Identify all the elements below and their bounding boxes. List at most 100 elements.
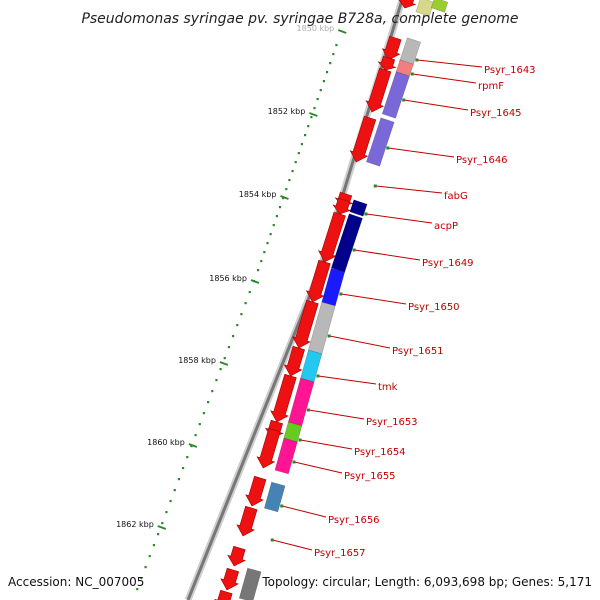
cds-arrow bbox=[236, 505, 258, 537]
ruler-dot bbox=[297, 152, 300, 155]
ruler-dot bbox=[291, 170, 294, 173]
ruler-dot bbox=[190, 445, 193, 448]
cds-arrow bbox=[245, 475, 267, 507]
label-leader-line bbox=[375, 185, 443, 194]
gene-label[interactable]: Psyr_1653 bbox=[366, 417, 418, 428]
feature-tick bbox=[386, 146, 390, 150]
partial-feature bbox=[430, 0, 449, 13]
ruler-dot bbox=[294, 161, 297, 164]
ruler-dot bbox=[288, 179, 291, 182]
feature-tick bbox=[298, 438, 302, 442]
scale-tick bbox=[157, 525, 167, 530]
label-leader-line bbox=[417, 59, 483, 68]
cds-arrow bbox=[365, 67, 392, 113]
ruler-dot bbox=[316, 98, 319, 101]
gene-label[interactable]: rpmF bbox=[478, 81, 504, 92]
ruler-dot bbox=[304, 134, 307, 137]
gene-box bbox=[263, 481, 286, 513]
genome-backbone bbox=[184, 0, 406, 600]
feature-tick bbox=[327, 334, 331, 338]
label-leader-line bbox=[272, 539, 313, 551]
ruler-dot bbox=[319, 89, 322, 92]
ruler-dot bbox=[329, 62, 332, 65]
ruler-dot bbox=[335, 44, 338, 47]
gene-label[interactable]: tmk bbox=[378, 382, 398, 393]
scale-label: 1862 kbp bbox=[116, 520, 154, 529]
gene-box bbox=[381, 71, 410, 119]
gene-label[interactable]: Psyr_1651 bbox=[392, 346, 444, 357]
ruler-dot bbox=[161, 522, 164, 525]
ruler-dot bbox=[177, 478, 181, 481]
cds-arrow bbox=[292, 299, 319, 349]
gene-label[interactable]: Psyr_1654 bbox=[354, 447, 406, 458]
genome-summary-text: Topology: circular; Length: 6,093,698 bp… bbox=[261, 575, 592, 589]
scale-label: 1856 kbp bbox=[209, 274, 247, 283]
gene-label[interactable]: Psyr_1655 bbox=[344, 471, 396, 482]
cds-arrow bbox=[256, 427, 281, 469]
scale-label: 1858 kbp bbox=[178, 356, 216, 365]
gene-label[interactable]: Psyr_1657 bbox=[314, 548, 366, 559]
label-leader-line bbox=[404, 99, 469, 111]
cds-arrow bbox=[377, 55, 397, 71]
scale-tick bbox=[337, 29, 347, 34]
accession-text: Accession: NC_007005 bbox=[8, 575, 144, 589]
gene-box bbox=[349, 199, 368, 217]
ruler-dot bbox=[272, 224, 275, 227]
ruler-dot bbox=[173, 489, 176, 492]
gene-labels: Psyr_1643 rpmF Psyr_1645 Psyr_1646 fabG acpP P… bbox=[270, 58, 536, 559]
ruler-dot bbox=[165, 511, 168, 514]
gene-label[interactable]: Psyr_1650 bbox=[408, 302, 460, 313]
label-leader-line bbox=[412, 73, 477, 84]
ruler-dot bbox=[285, 188, 288, 191]
ruler-dot bbox=[248, 291, 251, 294]
gene-label[interactable]: Psyr_1649 bbox=[422, 258, 474, 269]
map-title: Pseudomonas syringae pv. syringae B728a,… bbox=[81, 11, 518, 27]
ruler-dot bbox=[240, 313, 243, 316]
feature-tick bbox=[415, 58, 419, 62]
ruler-dot bbox=[307, 125, 310, 128]
ruler-dot bbox=[310, 116, 313, 119]
ruler-dot bbox=[182, 467, 185, 470]
label-leader-line bbox=[366, 213, 433, 224]
ruler-dot bbox=[198, 423, 201, 426]
ruler-dot bbox=[194, 434, 197, 437]
ruler-dot bbox=[202, 412, 206, 415]
ruler-dot bbox=[136, 588, 139, 591]
gene-label[interactable]: fabG bbox=[444, 191, 468, 202]
feature-track bbox=[214, 0, 449, 600]
ruler-dot bbox=[207, 401, 210, 404]
partial-feature bbox=[415, 0, 435, 17]
ruler-dot bbox=[257, 269, 260, 272]
ruler-dot bbox=[227, 346, 231, 349]
scale-label: 1852 kbp bbox=[268, 107, 306, 116]
ruler-dot bbox=[282, 197, 285, 200]
cds-arrow bbox=[349, 115, 377, 163]
backbone-shadow bbox=[184, 0, 406, 600]
ruler-dot bbox=[263, 251, 266, 254]
ruler-dot bbox=[223, 357, 226, 360]
partial-feature bbox=[238, 567, 262, 600]
ruler-dot bbox=[266, 242, 269, 245]
gene-label[interactable]: Psyr_1646 bbox=[456, 155, 508, 166]
cds-arrow bbox=[305, 259, 331, 303]
gene-box bbox=[366, 117, 395, 167]
ruler-dot bbox=[215, 379, 218, 382]
ruler-dot bbox=[275, 215, 278, 218]
ruler-dot bbox=[260, 260, 263, 263]
label-leader-line bbox=[282, 505, 327, 518]
label-leader-line bbox=[354, 249, 421, 261]
gene-label[interactable]: acpP bbox=[434, 221, 458, 232]
feature-tick bbox=[306, 408, 310, 412]
ruler-dot bbox=[244, 302, 247, 305]
ruler-dot bbox=[325, 71, 329, 74]
ruler-dot bbox=[332, 53, 335, 56]
ruler-dot bbox=[144, 566, 147, 569]
cds-arrow bbox=[227, 545, 246, 567]
cds-arrow bbox=[332, 197, 352, 215]
scale-label: 1860 kbp bbox=[147, 438, 185, 447]
gene-label[interactable]: Psyr_1645 bbox=[470, 108, 522, 119]
gene-label[interactable]: Psyr_1656 bbox=[328, 515, 380, 526]
feature-tick bbox=[292, 460, 296, 464]
scale-ruler: 1850 kbp 1852 kbp 1854 kbp 1856 kbp 1858 kbp… bbox=[116, 24, 347, 591]
gene-label[interactable]: Psyr_1643 bbox=[484, 65, 536, 76]
